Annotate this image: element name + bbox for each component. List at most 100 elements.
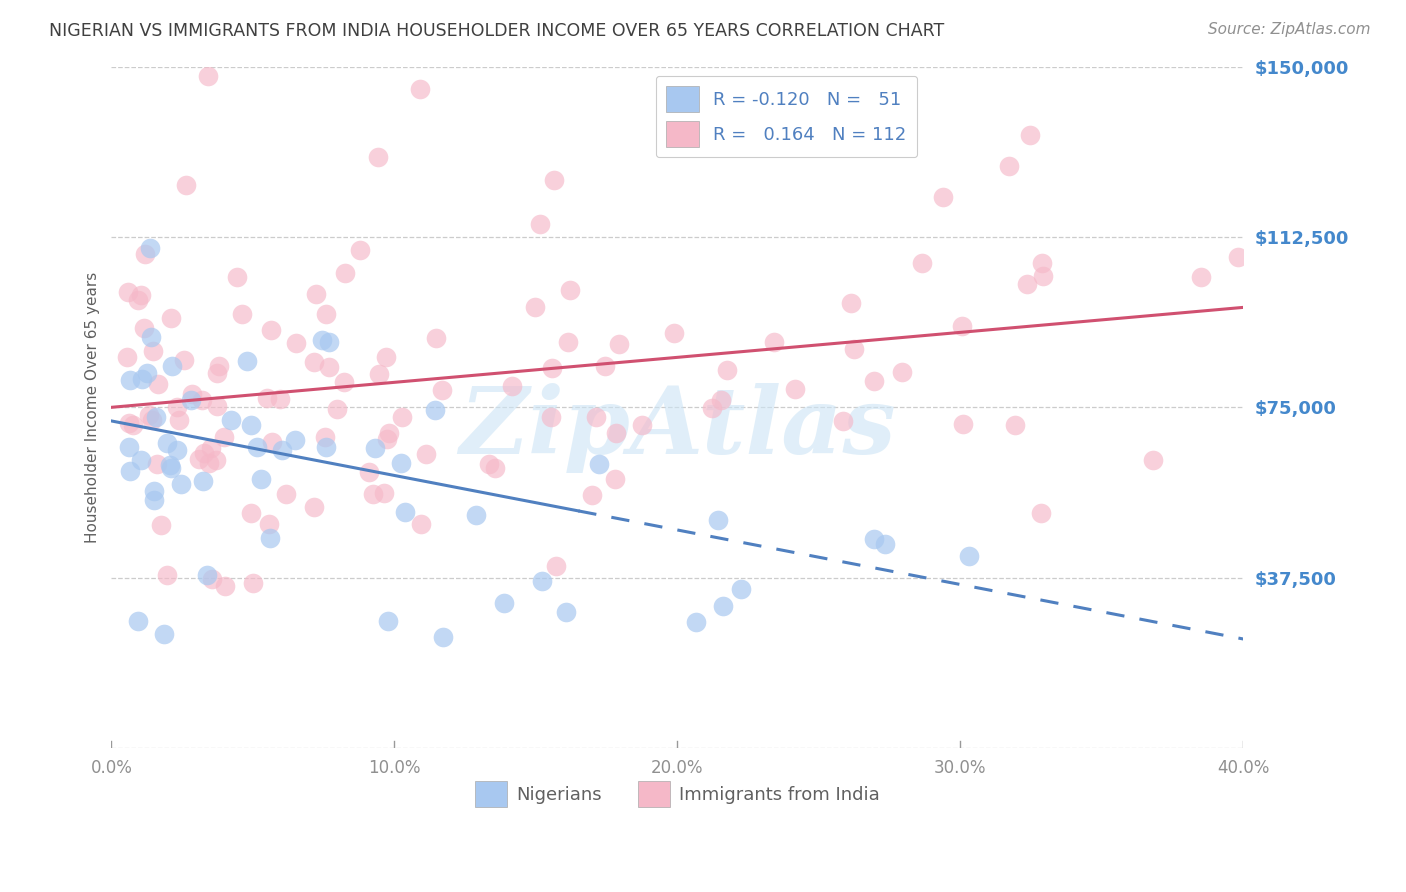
Point (631, 417, 654, 432)
Point (363, 487, 385, 501)
Point (685, 615, 707, 629)
Point (127, 293, 149, 308)
Point (411, 517, 433, 532)
Point (129, 452, 152, 467)
Point (170, 476, 193, 491)
Point (863, 532, 886, 546)
Point (270, 442, 292, 457)
Point (890, 365, 912, 379)
Point (707, 513, 730, 527)
Point (195, 568, 218, 582)
Point (304, 355, 326, 369)
Point (231, 307, 253, 321)
Point (180, 393, 202, 408)
Point (146, 457, 169, 471)
Point (150, 518, 173, 533)
Point (173, 353, 195, 368)
Point (160, 359, 183, 374)
Point (875, 536, 897, 550)
Point (1004, 418, 1026, 433)
Point (950, 319, 973, 334)
Point (148, 377, 170, 392)
Point (155, 436, 177, 450)
Point (335, 266, 357, 280)
Point (593, 359, 616, 374)
Point (212, 430, 235, 444)
Point (375, 432, 398, 446)
Point (432, 383, 454, 397)
Point (311, 333, 333, 347)
Point (700, 401, 723, 415)
Point (240, 506, 263, 520)
Point (952, 417, 974, 431)
Point (200, 442, 222, 456)
Point (166, 401, 188, 415)
Point (131, 372, 153, 386)
Point (716, 362, 738, 376)
Point (377, 614, 399, 628)
Point (191, 393, 214, 408)
Legend: Nigerians, Immigrants from India: Nigerians, Immigrants from India (467, 774, 887, 814)
Point (207, 366, 229, 380)
Point (302, 500, 325, 515)
Point (145, 409, 167, 424)
Point (167, 412, 190, 426)
Point (305, 286, 328, 301)
Point (269, 392, 291, 407)
Point (136, 366, 159, 380)
Point (226, 269, 249, 284)
Point (423, 402, 446, 417)
Point (117, 285, 139, 299)
Point (132, 321, 155, 335)
Point (554, 605, 576, 619)
Point (139, 241, 162, 255)
Point (543, 173, 565, 187)
Point (464, 508, 486, 522)
Point (246, 440, 269, 454)
Point (315, 308, 337, 322)
Point (174, 178, 197, 192)
Point (142, 484, 165, 499)
Point (425, 331, 447, 345)
Point (219, 413, 242, 427)
Point (494, 596, 516, 610)
Point (415, 447, 437, 461)
Point (207, 399, 229, 413)
Point (181, 387, 204, 401)
Point (138, 408, 160, 422)
Point (141, 330, 163, 344)
Point (374, 350, 396, 364)
Point (540, 360, 562, 375)
Point (121, 418, 143, 433)
Point (763, 335, 786, 350)
Point (117, 416, 139, 430)
Point (193, 445, 215, 459)
Point (1015, 277, 1038, 291)
Point (118, 440, 141, 454)
Point (560, 283, 582, 297)
Point (605, 471, 627, 485)
Point (585, 410, 607, 425)
Text: Source: ZipAtlas.com: Source: ZipAtlas.com (1208, 22, 1371, 37)
Point (1032, 269, 1054, 284)
Point (118, 465, 141, 479)
Point (160, 461, 183, 475)
Point (197, 456, 219, 470)
Point (910, 256, 932, 270)
Point (314, 429, 336, 443)
Point (373, 486, 395, 500)
Point (501, 379, 523, 393)
Point (484, 461, 506, 475)
Point (389, 456, 412, 470)
Point (605, 426, 627, 441)
Point (315, 440, 337, 454)
Point (863, 374, 886, 388)
Point (187, 451, 209, 466)
Point (127, 614, 149, 628)
Point (242, 575, 264, 590)
Point (191, 474, 214, 488)
Point (368, 367, 391, 381)
Point (256, 391, 278, 405)
Point (274, 487, 297, 501)
Point (333, 375, 356, 389)
